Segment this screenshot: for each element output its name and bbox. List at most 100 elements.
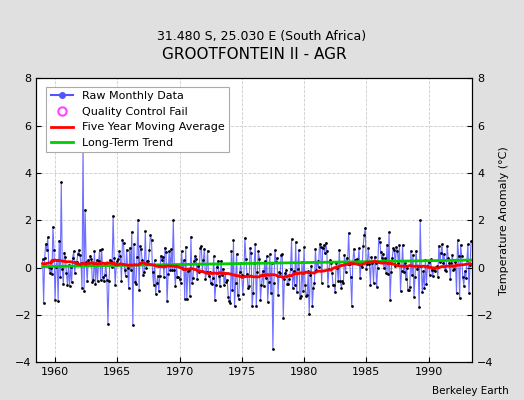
Point (198, 268, 206, 274)
Point (437, 249, 445, 256)
Point (414, 263, 422, 270)
Point (378, 255, 386, 262)
Point (171, 283, 180, 289)
Point (237, 272, 246, 278)
Point (351, 257, 359, 263)
Point (397, 268, 406, 274)
Point (189, 274, 197, 281)
Point (105, 278, 113, 284)
Point (271, 247, 279, 253)
Point (288, 284, 297, 291)
Point (156, 273, 164, 279)
Point (412, 248, 420, 254)
Point (394, 260, 402, 267)
Point (70, 248, 78, 254)
Point (113, 258, 122, 264)
Point (110, 255, 118, 262)
Point (101, 272, 109, 278)
Point (82, 258, 90, 265)
Point (321, 250, 329, 257)
Point (446, 275, 454, 282)
Point (422, 280, 431, 287)
Point (421, 256, 430, 263)
Point (386, 297, 395, 304)
Point (432, 264, 440, 271)
Point (358, 264, 366, 270)
Point (352, 256, 360, 263)
Point (337, 284, 345, 291)
Point (261, 275, 270, 282)
Point (211, 297, 219, 303)
Point (225, 298, 234, 304)
Point (99, 274, 107, 280)
Point (428, 266, 436, 273)
Point (356, 275, 364, 281)
Point (190, 258, 198, 264)
Point (293, 266, 302, 272)
Point (85, 260, 93, 266)
Point (286, 266, 294, 272)
Point (197, 243, 205, 249)
Point (282, 267, 291, 274)
Point (219, 266, 227, 272)
Point (167, 246, 176, 252)
Point (324, 283, 332, 289)
Point (266, 251, 274, 257)
Point (402, 265, 411, 272)
Point (431, 268, 439, 274)
Point (63, 282, 72, 288)
Point (368, 260, 377, 266)
Point (313, 258, 322, 264)
Point (280, 276, 289, 282)
Point (463, 256, 471, 263)
Point (323, 248, 331, 254)
Point (103, 276, 111, 283)
Point (384, 271, 392, 277)
Point (155, 288, 163, 294)
Point (436, 259, 444, 266)
Point (92, 257, 101, 263)
Point (400, 260, 409, 266)
Point (125, 285, 133, 292)
Point (307, 263, 315, 269)
Point (304, 268, 312, 274)
Point (346, 273, 355, 280)
Point (319, 245, 327, 252)
Point (263, 253, 271, 259)
Point (388, 255, 396, 261)
Point (46, 270, 54, 276)
Point (199, 257, 208, 264)
Point (152, 280, 161, 286)
Point (372, 259, 380, 266)
Point (179, 266, 187, 272)
Point (457, 253, 466, 260)
Point (221, 270, 230, 276)
Point (69, 255, 77, 261)
Point (283, 280, 292, 287)
Point (195, 269, 203, 275)
Point (218, 272, 226, 278)
Point (447, 260, 455, 266)
Point (183, 268, 192, 274)
Point (81, 206, 89, 213)
Point (353, 256, 361, 262)
Point (88, 278, 96, 285)
Point (132, 281, 140, 287)
Point (375, 235, 383, 242)
Point (62, 270, 71, 276)
Point (140, 269, 148, 275)
Point (67, 264, 75, 270)
Point (204, 273, 213, 279)
Point (84, 257, 92, 264)
Point (212, 282, 220, 288)
Point (333, 265, 342, 271)
Point (434, 274, 442, 280)
Point (415, 304, 423, 310)
Point (192, 256, 200, 263)
Point (379, 251, 387, 257)
Point (60, 250, 69, 256)
Point (53, 257, 61, 264)
Point (374, 264, 382, 271)
Point (417, 262, 425, 269)
Point (71, 270, 79, 276)
